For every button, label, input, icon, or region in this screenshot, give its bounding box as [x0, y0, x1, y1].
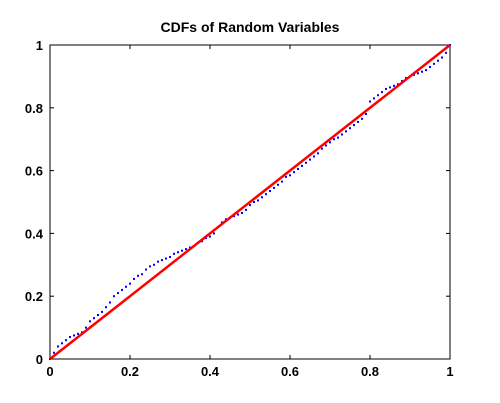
data-point	[125, 286, 127, 288]
chart-title: CDFs of Random Variables	[161, 19, 340, 35]
data-point	[157, 261, 159, 263]
data-point	[101, 311, 103, 313]
data-point	[273, 187, 275, 189]
y-tick-label: 0.8	[25, 101, 43, 116]
y-tick-label: 1	[36, 38, 43, 53]
data-point	[417, 72, 419, 74]
data-point	[169, 256, 171, 258]
data-point	[53, 352, 55, 354]
data-point	[301, 165, 303, 167]
data-point	[421, 71, 423, 73]
data-point	[161, 259, 163, 261]
data-point	[361, 118, 363, 120]
data-point	[97, 314, 99, 316]
data-point	[305, 162, 307, 164]
data-point	[393, 85, 395, 87]
data-point	[349, 127, 351, 129]
data-point	[213, 232, 215, 234]
data-point	[285, 176, 287, 178]
x-tick-label: 0.2	[121, 364, 139, 379]
data-point	[425, 69, 427, 71]
data-point	[309, 159, 311, 161]
data-point	[137, 275, 139, 277]
data-point	[445, 52, 447, 54]
data-point	[433, 63, 435, 65]
data-point	[437, 60, 439, 62]
x-tick-label: 0.8	[361, 364, 379, 379]
data-point	[321, 148, 323, 150]
x-tick-label: 0.6	[281, 364, 299, 379]
data-point	[65, 339, 67, 341]
data-point	[265, 193, 267, 195]
data-point	[181, 250, 183, 252]
data-point	[209, 236, 211, 238]
data-point	[389, 86, 391, 88]
data-point	[253, 201, 255, 203]
data-point	[313, 155, 315, 157]
data-point	[257, 199, 259, 201]
data-point	[133, 278, 135, 280]
data-point	[297, 168, 299, 170]
data-point	[61, 342, 63, 344]
data-point	[353, 124, 355, 126]
x-tick-label: 0	[46, 364, 53, 379]
data-point	[129, 283, 131, 285]
data-point	[441, 57, 443, 59]
data-point	[345, 130, 347, 132]
data-point	[429, 66, 431, 68]
y-tick-label: 0.6	[25, 164, 43, 179]
data-point	[145, 269, 147, 271]
data-point	[177, 251, 179, 253]
data-point	[105, 306, 107, 308]
data-point	[245, 209, 247, 211]
data-point	[77, 333, 79, 335]
data-point	[141, 273, 143, 275]
y-tick-label: 0.2	[25, 289, 43, 304]
data-point	[289, 174, 291, 176]
data-point	[385, 88, 387, 90]
data-point	[109, 301, 111, 303]
data-point	[153, 264, 155, 266]
x-tick-label: 1	[446, 364, 453, 379]
data-point	[261, 196, 263, 198]
data-point	[185, 248, 187, 250]
data-point	[113, 295, 115, 297]
data-point	[237, 214, 239, 216]
data-point	[365, 113, 367, 115]
data-point	[333, 138, 335, 140]
data-point	[357, 121, 359, 123]
data-point	[89, 320, 91, 322]
data-point	[121, 289, 123, 291]
y-tick-label: 0	[36, 352, 43, 367]
data-point	[69, 336, 71, 338]
data-point	[325, 144, 327, 146]
data-point	[277, 184, 279, 186]
data-point	[293, 171, 295, 173]
data-point	[269, 190, 271, 192]
data-point	[373, 97, 375, 99]
data-point	[85, 327, 87, 329]
data-point	[329, 141, 331, 143]
data-point	[377, 94, 379, 96]
data-point	[165, 258, 167, 260]
data-point	[149, 265, 151, 267]
data-point	[117, 292, 119, 294]
data-point	[381, 91, 383, 93]
data-point	[73, 334, 75, 336]
data-point	[369, 101, 371, 103]
data-point	[281, 181, 283, 183]
data-point	[249, 204, 251, 206]
data-point	[341, 133, 343, 135]
data-point	[57, 345, 59, 347]
data-point	[337, 137, 339, 139]
data-point	[173, 253, 175, 255]
x-tick-label: 0.4	[201, 364, 220, 379]
data-point	[241, 212, 243, 214]
data-point	[317, 152, 319, 154]
data-point	[93, 317, 95, 319]
y-tick-label: 0.4	[25, 226, 44, 241]
